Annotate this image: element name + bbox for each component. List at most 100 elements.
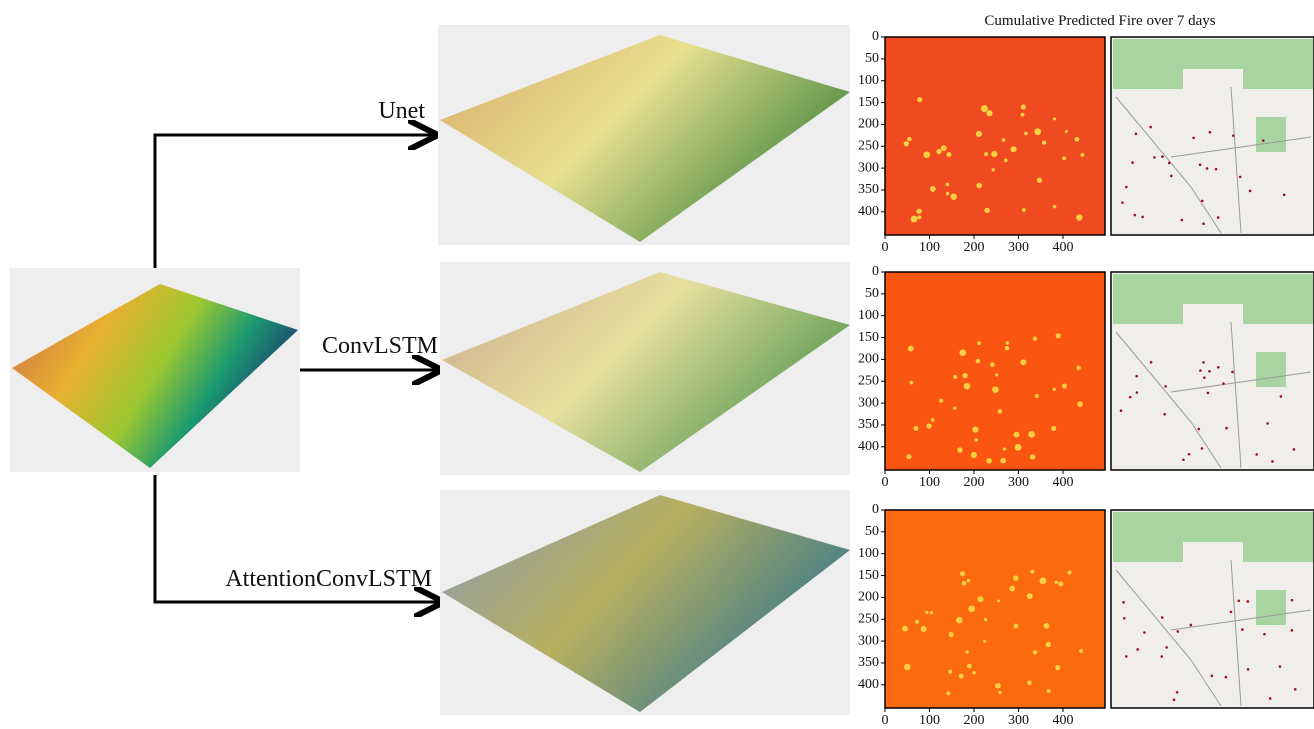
map-fire — [1125, 186, 1128, 189]
fire-dot — [1056, 333, 1061, 338]
map-fire — [1241, 628, 1244, 631]
fire-dot — [1002, 138, 1006, 142]
fire-dot — [1021, 104, 1026, 109]
map-fire — [1230, 611, 1233, 614]
map-fire — [1211, 675, 1214, 678]
fire-dot — [1030, 454, 1035, 459]
fire-dot — [908, 346, 914, 352]
fire-dot — [984, 618, 987, 621]
map-fire — [1263, 633, 1266, 636]
fire-dot — [1039, 577, 1046, 584]
map-fire — [1123, 617, 1126, 620]
fire-dot — [1022, 208, 1026, 212]
map-forest — [1256, 352, 1286, 387]
fire-dot — [995, 373, 998, 376]
fire-dot — [964, 383, 971, 390]
fire-dot — [1080, 153, 1084, 157]
map-fire — [1164, 385, 1167, 388]
fire-dot — [1053, 388, 1056, 391]
map-fire — [1161, 155, 1164, 158]
map-fire — [1291, 629, 1294, 632]
fire-dot — [976, 183, 982, 189]
map-fire — [1163, 413, 1166, 416]
y-tick-label: 400 — [858, 439, 879, 454]
fire-dot — [1014, 432, 1020, 438]
fire-dot — [945, 183, 949, 187]
fire-dot — [967, 579, 971, 583]
fire-dot — [1000, 458, 1006, 464]
fire-dot — [921, 626, 927, 632]
fire-dot — [974, 438, 978, 442]
map-fire — [1222, 382, 1225, 385]
fire-dot — [981, 105, 988, 112]
fire-dot — [998, 691, 1001, 694]
map-fire — [1153, 156, 1156, 159]
fire-dot — [949, 632, 954, 637]
fire-dot — [1077, 401, 1083, 407]
fire-dot — [1034, 128, 1041, 135]
map-fire — [1266, 422, 1269, 425]
fire-dot — [960, 571, 965, 576]
fire-dot — [992, 386, 999, 393]
fire-dot — [906, 454, 911, 459]
map-fire — [1135, 375, 1138, 378]
fire-dot — [913, 426, 918, 431]
map-fire — [1135, 133, 1138, 136]
x-tick-label: 300 — [1008, 475, 1029, 490]
map-fire — [1247, 668, 1250, 671]
y-tick-label: 0 — [872, 502, 879, 517]
map-fire — [1279, 665, 1282, 668]
fire-dot — [1020, 359, 1026, 365]
map-fire — [1217, 366, 1220, 369]
fire-dot — [1053, 205, 1057, 209]
map-fire — [1239, 176, 1242, 179]
fire-dot — [1030, 570, 1034, 574]
map-fire — [1225, 427, 1228, 430]
fire-dot — [1005, 346, 1010, 351]
map-fire — [1121, 201, 1124, 204]
y-tick-label: 300 — [858, 160, 879, 175]
fire-dot — [992, 168, 995, 171]
fire-dot — [1042, 141, 1046, 145]
x-tick-label: 400 — [1053, 475, 1074, 490]
map-fire — [1269, 697, 1272, 700]
y-tick-label: 400 — [858, 204, 879, 219]
map-fire — [1181, 219, 1184, 222]
x-tick-label: 400 — [1053, 713, 1074, 728]
fire-dot — [950, 193, 956, 199]
fire-dot — [1075, 137, 1080, 142]
map-fire — [1247, 600, 1250, 603]
map-fire — [1206, 167, 1209, 170]
map-fire — [1198, 428, 1201, 431]
map-fire — [1237, 599, 1240, 602]
fire-dot — [986, 110, 992, 116]
fire-dot — [959, 674, 964, 679]
fire-dot — [946, 152, 951, 157]
fire-dot — [946, 691, 950, 695]
y-tick-label: 50 — [865, 51, 879, 66]
fire-dot — [1079, 649, 1083, 653]
model-label: Unet — [378, 98, 425, 124]
fire-dot — [902, 626, 908, 632]
y-tick-label: 400 — [858, 677, 879, 692]
map-fire — [1125, 655, 1128, 658]
fire-dot — [1037, 178, 1042, 183]
x-tick-label: 300 — [1008, 240, 1029, 255]
y-tick-label: 50 — [865, 524, 879, 539]
map-fire — [1271, 460, 1274, 463]
fire-dot — [1053, 117, 1056, 120]
fire-dot — [976, 359, 981, 364]
y-tick-label: 200 — [858, 117, 879, 132]
model-label: AttentionConvLSTM — [225, 566, 432, 592]
y-tick-label: 150 — [858, 95, 879, 110]
heatmap — [885, 37, 1105, 235]
map-fire — [1165, 646, 1168, 649]
map-fire — [1231, 371, 1234, 374]
fire-dot — [904, 664, 910, 670]
model-label: ConvLSTM — [322, 333, 438, 359]
fire-dot — [1024, 132, 1028, 136]
fire-dot — [1062, 156, 1066, 160]
fire-dot — [995, 683, 1001, 689]
y-tick-label: 300 — [858, 395, 879, 410]
fire-dot — [957, 447, 962, 452]
